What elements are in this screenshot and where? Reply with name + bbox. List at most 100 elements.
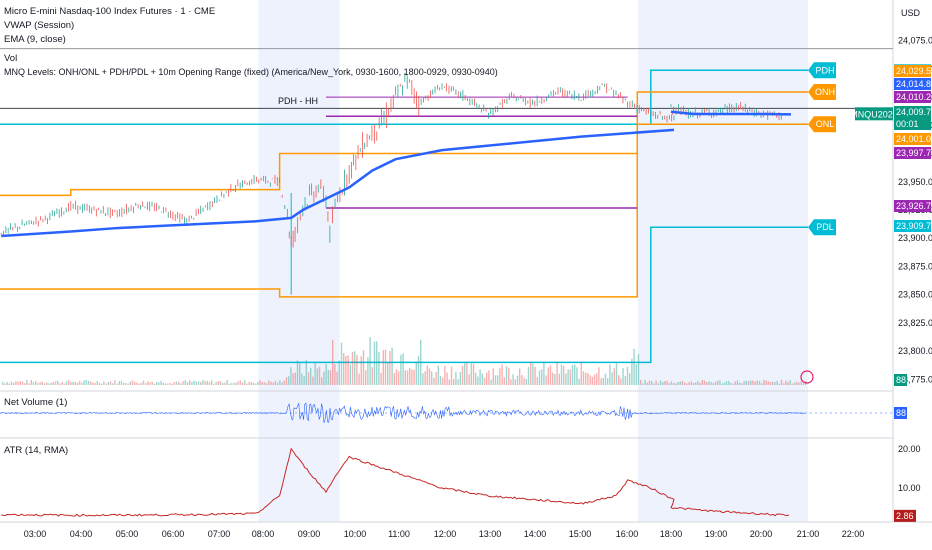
volume-bar bbox=[371, 367, 373, 385]
volume-bar bbox=[48, 383, 50, 385]
volume-bar bbox=[604, 373, 607, 385]
volume-bar bbox=[279, 380, 281, 385]
volume-bar bbox=[274, 380, 277, 385]
volume-bar bbox=[567, 369, 569, 385]
volume-bar bbox=[107, 381, 109, 385]
volume-bar bbox=[123, 382, 125, 385]
lightning-icon[interactable] bbox=[800, 370, 814, 384]
volume-bar bbox=[505, 366, 508, 385]
time-tick-label: 03:00 bbox=[24, 529, 47, 539]
volume-bar bbox=[255, 383, 257, 385]
price-tag-text: 24,001.00 bbox=[896, 134, 932, 144]
volume-bar bbox=[151, 381, 153, 385]
time-tick-label: 13:00 bbox=[479, 529, 502, 539]
volume-bar bbox=[556, 362, 558, 385]
levels-legend: MNQ Levels: ONH/ONL + PDH/PDL + 10m Open… bbox=[4, 67, 498, 77]
volume-bar bbox=[98, 382, 101, 385]
volume-bar bbox=[791, 383, 794, 385]
volume-bar bbox=[613, 368, 615, 385]
price-tag-text: 24,009.75 bbox=[896, 107, 932, 117]
onh-line bbox=[0, 91, 808, 197]
volume-bar bbox=[195, 381, 197, 385]
vwap-legend: VWAP (Session) bbox=[4, 20, 75, 31]
volume-bar bbox=[651, 381, 653, 385]
volume-bars bbox=[2, 337, 807, 385]
net-volume-tag-bg bbox=[894, 407, 907, 419]
volume-bar bbox=[398, 371, 400, 385]
onl-line bbox=[0, 123, 808, 298]
volume-bar bbox=[85, 380, 87, 385]
level-tag-onl: ONL bbox=[808, 116, 836, 133]
volume-bar bbox=[191, 381, 193, 385]
volume-bar bbox=[543, 362, 545, 385]
volume-bar bbox=[596, 373, 598, 385]
volume-bar bbox=[459, 371, 461, 385]
volume-bar bbox=[486, 372, 488, 385]
price-tick-label: 23,950.00 bbox=[898, 177, 932, 187]
volume-bar bbox=[730, 383, 732, 385]
volume-bar bbox=[356, 354, 358, 385]
volume-bar bbox=[510, 379, 512, 385]
time-tick-label: 14:00 bbox=[524, 529, 547, 539]
vol-legend: Vol bbox=[4, 53, 18, 64]
volume-bar bbox=[501, 364, 503, 385]
time-tick-label: 16:00 bbox=[616, 529, 639, 539]
level-tag-shape bbox=[808, 219, 836, 236]
volume-bar bbox=[189, 380, 191, 385]
volume-bar bbox=[162, 382, 164, 385]
volume-bar bbox=[217, 381, 219, 385]
volume-bar bbox=[345, 356, 347, 385]
price-tick-label: 23,900.00 bbox=[898, 233, 932, 243]
volume-bar bbox=[659, 380, 662, 385]
time-tick-label: 18:00 bbox=[660, 529, 683, 539]
volume-bar bbox=[37, 383, 39, 385]
volume-bar bbox=[347, 355, 349, 385]
volume-bar bbox=[35, 381, 37, 385]
volume-bar bbox=[239, 380, 241, 385]
volume-bar bbox=[569, 369, 571, 385]
volume-bar bbox=[61, 381, 63, 385]
volume-bar bbox=[167, 383, 169, 385]
price-tag-text: 00:01 bbox=[896, 119, 919, 129]
time-tick-label: 20:00 bbox=[750, 529, 773, 539]
volume-bar bbox=[134, 381, 136, 385]
volume-bar bbox=[624, 376, 626, 385]
volume-bar bbox=[68, 379, 70, 385]
volume-bar bbox=[226, 379, 228, 385]
volume-bar bbox=[739, 382, 741, 385]
volume-bar bbox=[574, 364, 576, 385]
volume-bar bbox=[692, 382, 695, 385]
volume-bar bbox=[411, 369, 413, 385]
volume-bar bbox=[525, 379, 527, 385]
volume-bar bbox=[538, 370, 541, 385]
volume-bar bbox=[611, 372, 613, 385]
volume-bar bbox=[30, 379, 32, 385]
volume-bar bbox=[578, 378, 580, 385]
price-tag-bg bbox=[894, 147, 931, 159]
volume-tag-bg bbox=[894, 374, 907, 386]
volume-bar bbox=[81, 382, 83, 385]
volume-bar bbox=[607, 378, 609, 385]
volume-bar bbox=[354, 351, 356, 385]
volume-bar bbox=[266, 383, 268, 385]
volume-bar bbox=[719, 380, 721, 385]
volume-bar bbox=[644, 379, 646, 385]
vwap-line bbox=[1, 128, 675, 238]
time-tick-label: 11:00 bbox=[388, 529, 410, 539]
volume-bar bbox=[439, 375, 442, 385]
volume-bar bbox=[131, 380, 134, 385]
volume-bar bbox=[241, 382, 244, 385]
volume-bar bbox=[393, 373, 395, 385]
volume-bar bbox=[776, 380, 778, 385]
time-tick-label: 22:00 bbox=[842, 529, 865, 539]
volume-bar bbox=[222, 382, 224, 385]
volume-bar bbox=[732, 383, 734, 385]
volume-bar bbox=[582, 371, 585, 385]
level-tag-shape bbox=[808, 84, 836, 101]
volume-bar bbox=[4, 383, 6, 385]
volume-bar bbox=[391, 347, 393, 385]
volume-bar bbox=[389, 350, 391, 385]
volume-bar bbox=[369, 337, 371, 385]
volume-bar bbox=[59, 383, 61, 385]
